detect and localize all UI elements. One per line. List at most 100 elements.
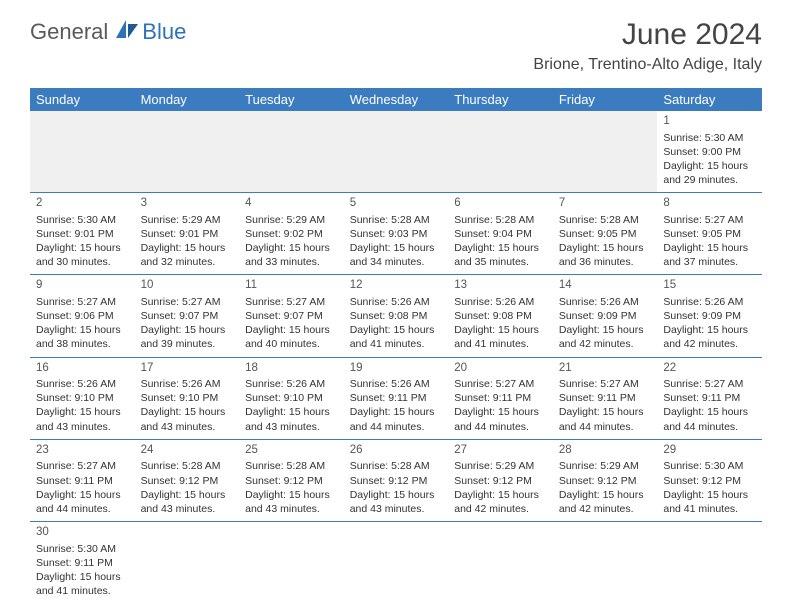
daylight-text: Daylight: 15 hours and 42 minutes. bbox=[559, 488, 652, 516]
day-number: 25 bbox=[245, 443, 338, 459]
sunset-text: Sunset: 9:02 PM bbox=[245, 227, 338, 241]
daylight-text: Daylight: 15 hours and 44 minutes. bbox=[36, 488, 129, 516]
daylight-text: Daylight: 15 hours and 42 minutes. bbox=[559, 323, 652, 351]
day-number: 9 bbox=[36, 278, 129, 294]
sunset-text: Sunset: 9:12 PM bbox=[454, 474, 547, 488]
calendar-week: 1Sunrise: 5:30 AMSunset: 9:00 PMDaylight… bbox=[30, 111, 762, 193]
calendar-empty bbox=[135, 111, 240, 193]
day-number: 13 bbox=[454, 278, 547, 294]
location-text: Brione, Trentino-Alto Adige, Italy bbox=[533, 56, 762, 74]
daylight-text: Daylight: 15 hours and 44 minutes. bbox=[663, 405, 756, 433]
calendar-day: 9Sunrise: 5:27 AMSunset: 9:06 PMDaylight… bbox=[30, 275, 135, 357]
sunrise-text: Sunrise: 5:28 AM bbox=[350, 213, 443, 227]
daylight-text: Daylight: 15 hours and 42 minutes. bbox=[663, 323, 756, 351]
calendar-empty bbox=[135, 522, 240, 604]
sunset-text: Sunset: 9:01 PM bbox=[141, 227, 234, 241]
day-header: Thursday bbox=[448, 88, 553, 111]
sunset-text: Sunset: 9:07 PM bbox=[245, 309, 338, 323]
sunset-text: Sunset: 9:12 PM bbox=[245, 474, 338, 488]
sunrise-text: Sunrise: 5:29 AM bbox=[245, 213, 338, 227]
day-number: 21 bbox=[559, 361, 652, 377]
sunset-text: Sunset: 9:12 PM bbox=[663, 474, 756, 488]
logo-text-blue: Blue bbox=[142, 19, 186, 45]
daylight-text: Daylight: 15 hours and 42 minutes. bbox=[454, 488, 547, 516]
day-number: 12 bbox=[350, 278, 443, 294]
day-number: 19 bbox=[350, 361, 443, 377]
calendar-day: 22Sunrise: 5:27 AMSunset: 9:11 PMDayligh… bbox=[657, 357, 762, 439]
day-number: 30 bbox=[36, 525, 129, 541]
calendar-day: 4Sunrise: 5:29 AMSunset: 9:02 PMDaylight… bbox=[239, 193, 344, 275]
day-number: 5 bbox=[350, 196, 443, 212]
daylight-text: Daylight: 15 hours and 36 minutes. bbox=[559, 241, 652, 269]
daylight-text: Daylight: 15 hours and 43 minutes. bbox=[141, 405, 234, 433]
sunset-text: Sunset: 9:11 PM bbox=[454, 391, 547, 405]
daylight-text: Daylight: 15 hours and 32 minutes. bbox=[141, 241, 234, 269]
calendar-empty bbox=[344, 522, 449, 604]
sunset-text: Sunset: 9:10 PM bbox=[245, 391, 338, 405]
daylight-text: Daylight: 15 hours and 40 minutes. bbox=[245, 323, 338, 351]
calendar-day: 3Sunrise: 5:29 AMSunset: 9:01 PMDaylight… bbox=[135, 193, 240, 275]
day-number: 7 bbox=[559, 196, 652, 212]
sunset-text: Sunset: 9:07 PM bbox=[141, 309, 234, 323]
calendar-day: 20Sunrise: 5:27 AMSunset: 9:11 PMDayligh… bbox=[448, 357, 553, 439]
calendar-day: 5Sunrise: 5:28 AMSunset: 9:03 PMDaylight… bbox=[344, 193, 449, 275]
day-number: 8 bbox=[663, 196, 756, 212]
sunset-text: Sunset: 9:12 PM bbox=[559, 474, 652, 488]
daylight-text: Daylight: 15 hours and 43 minutes. bbox=[350, 488, 443, 516]
sunset-text: Sunset: 9:10 PM bbox=[36, 391, 129, 405]
calendar-table: SundayMondayTuesdayWednesdayThursdayFrid… bbox=[30, 88, 762, 603]
daylight-text: Daylight: 15 hours and 43 minutes. bbox=[245, 405, 338, 433]
calendar-day: 10Sunrise: 5:27 AMSunset: 9:07 PMDayligh… bbox=[135, 275, 240, 357]
calendar-day: 28Sunrise: 5:29 AMSunset: 9:12 PMDayligh… bbox=[553, 439, 658, 521]
calendar-week: 2Sunrise: 5:30 AMSunset: 9:01 PMDaylight… bbox=[30, 193, 762, 275]
day-header: Wednesday bbox=[344, 88, 449, 111]
sunset-text: Sunset: 9:12 PM bbox=[350, 474, 443, 488]
day-number: 16 bbox=[36, 361, 129, 377]
sunrise-text: Sunrise: 5:28 AM bbox=[559, 213, 652, 227]
sunset-text: Sunset: 9:11 PM bbox=[350, 391, 443, 405]
day-number: 11 bbox=[245, 278, 338, 294]
sunrise-text: Sunrise: 5:29 AM bbox=[141, 213, 234, 227]
daylight-text: Daylight: 15 hours and 41 minutes. bbox=[663, 488, 756, 516]
calendar-empty bbox=[239, 111, 344, 193]
sunrise-text: Sunrise: 5:26 AM bbox=[350, 295, 443, 309]
daylight-text: Daylight: 15 hours and 39 minutes. bbox=[141, 323, 234, 351]
calendar-day: 17Sunrise: 5:26 AMSunset: 9:10 PMDayligh… bbox=[135, 357, 240, 439]
sunrise-text: Sunrise: 5:27 AM bbox=[36, 459, 129, 473]
logo: General Blue bbox=[30, 18, 186, 45]
sunrise-text: Sunrise: 5:26 AM bbox=[559, 295, 652, 309]
sunrise-text: Sunrise: 5:27 AM bbox=[245, 295, 338, 309]
day-number: 2 bbox=[36, 196, 129, 212]
sunset-text: Sunset: 9:11 PM bbox=[559, 391, 652, 405]
day-header: Tuesday bbox=[239, 88, 344, 111]
calendar-empty bbox=[657, 522, 762, 604]
month-title: June 2024 bbox=[533, 18, 762, 52]
sunrise-text: Sunrise: 5:26 AM bbox=[350, 377, 443, 391]
daylight-text: Daylight: 15 hours and 34 minutes. bbox=[350, 241, 443, 269]
sunrise-text: Sunrise: 5:28 AM bbox=[245, 459, 338, 473]
calendar-day: 14Sunrise: 5:26 AMSunset: 9:09 PMDayligh… bbox=[553, 275, 658, 357]
daylight-text: Daylight: 15 hours and 38 minutes. bbox=[36, 323, 129, 351]
day-number: 18 bbox=[245, 361, 338, 377]
calendar-day: 23Sunrise: 5:27 AMSunset: 9:11 PMDayligh… bbox=[30, 439, 135, 521]
logo-text-general: General bbox=[30, 19, 108, 45]
day-number: 15 bbox=[663, 278, 756, 294]
sunrise-text: Sunrise: 5:29 AM bbox=[454, 459, 547, 473]
sunrise-text: Sunrise: 5:30 AM bbox=[663, 131, 756, 145]
calendar-week: 30Sunrise: 5:30 AMSunset: 9:11 PMDayligh… bbox=[30, 522, 762, 604]
day-number: 28 bbox=[559, 443, 652, 459]
daylight-text: Daylight: 15 hours and 44 minutes. bbox=[454, 405, 547, 433]
day-header: Friday bbox=[553, 88, 658, 111]
day-number: 3 bbox=[141, 196, 234, 212]
sunrise-text: Sunrise: 5:28 AM bbox=[141, 459, 234, 473]
sunset-text: Sunset: 9:05 PM bbox=[559, 227, 652, 241]
day-header: Saturday bbox=[657, 88, 762, 111]
calendar-week: 23Sunrise: 5:27 AMSunset: 9:11 PMDayligh… bbox=[30, 439, 762, 521]
day-number: 14 bbox=[559, 278, 652, 294]
calendar-day: 26Sunrise: 5:28 AMSunset: 9:12 PMDayligh… bbox=[344, 439, 449, 521]
sunset-text: Sunset: 9:11 PM bbox=[663, 391, 756, 405]
sunset-text: Sunset: 9:03 PM bbox=[350, 227, 443, 241]
calendar-day: 21Sunrise: 5:27 AMSunset: 9:11 PMDayligh… bbox=[553, 357, 658, 439]
sunrise-text: Sunrise: 5:29 AM bbox=[559, 459, 652, 473]
sunrise-text: Sunrise: 5:26 AM bbox=[663, 295, 756, 309]
